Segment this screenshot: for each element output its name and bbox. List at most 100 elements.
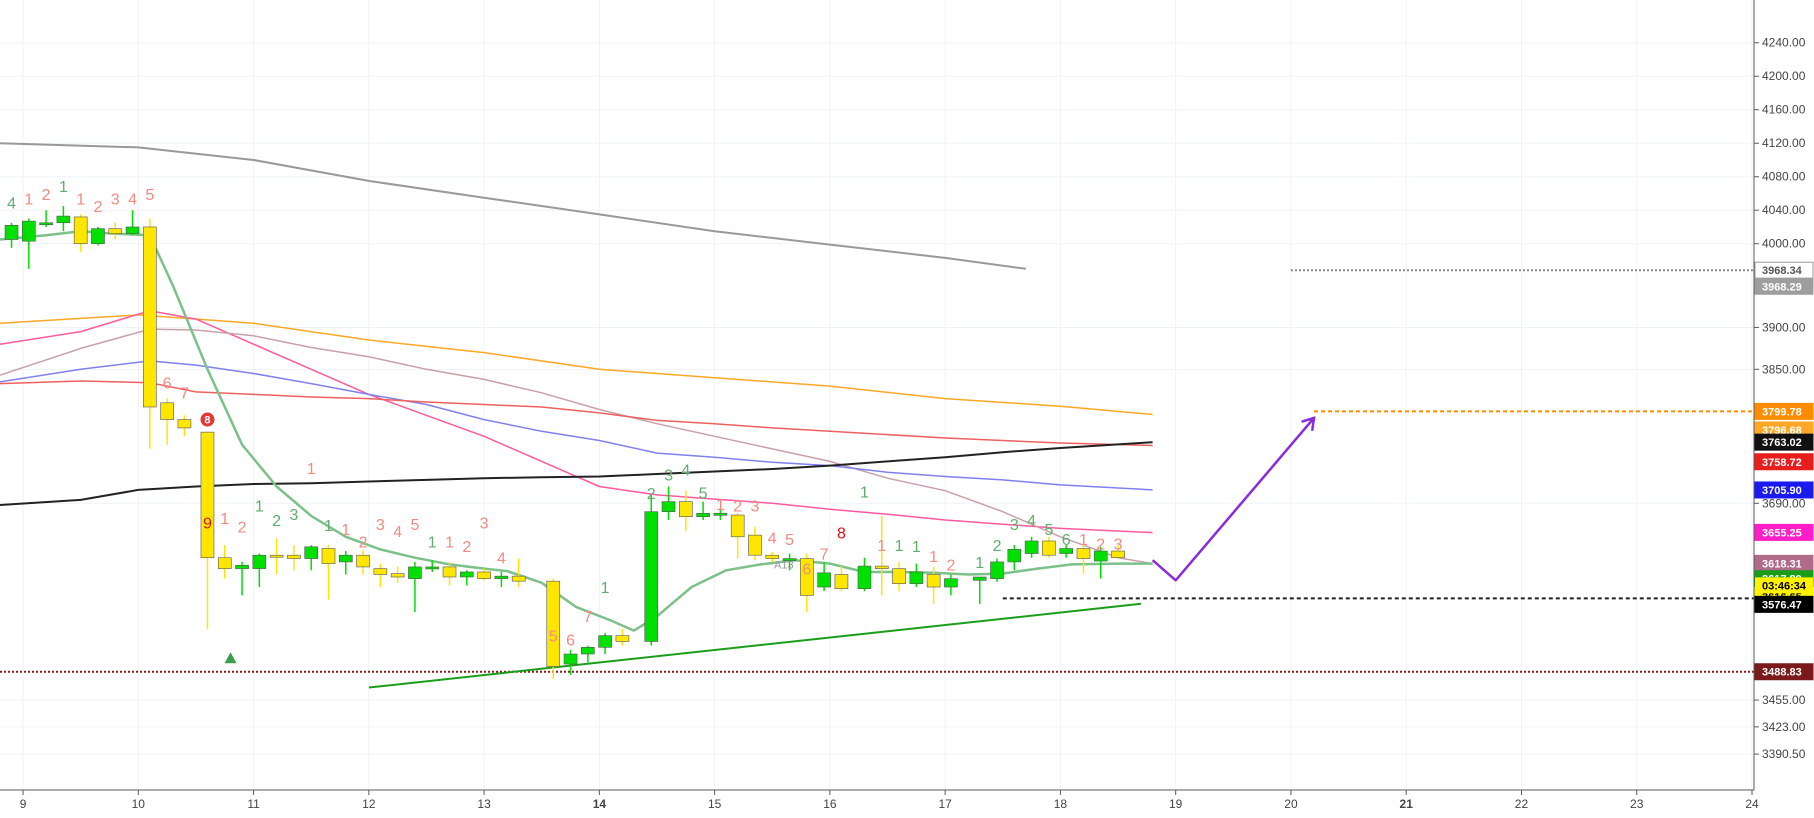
candle-body: [143, 226, 157, 408]
ma-line: [0, 142, 1026, 270]
price-tag-box: [1754, 595, 1814, 613]
sequence-count-label: 3: [664, 468, 673, 485]
sequence-count-label: 1: [1079, 532, 1088, 549]
sequence-count-label: 9: [203, 515, 212, 532]
time-tick-label: 11: [247, 797, 260, 811]
candle-body: [834, 574, 849, 590]
candle-body: [1042, 540, 1056, 556]
price-tag: 3488.83: [1754, 663, 1814, 681]
sequence-count-label: 2: [647, 486, 656, 503]
price-tag-box: [1754, 523, 1814, 541]
sequence-count-label: 1: [716, 497, 725, 514]
support-trendline[interactable]: [368, 602, 1142, 689]
candle-body: [160, 402, 174, 420]
candle-body: [321, 548, 336, 564]
time-axis[interactable]: 9 10 11 12 13 14 15 16 17 18 19 20 21 22 23 24: [0, 789, 1814, 818]
price-tag: 3705.90: [1754, 481, 1814, 499]
price-tag-label: 3763.02: [1762, 437, 1802, 449]
candle-body: [661, 501, 676, 512]
candle-body: [748, 534, 762, 556]
candle-body: [177, 419, 192, 429]
price-tick-label: 3390.50: [1762, 747, 1806, 761]
candle-body: [477, 571, 491, 579]
price-tick-label: 4240.00: [1762, 36, 1806, 50]
time-tick-label: 24: [1745, 797, 1759, 811]
sequence-count-label: 1: [220, 511, 229, 528]
sequence-count-label: 8: [837, 525, 846, 542]
sequence-count-label: 2: [238, 520, 247, 537]
candle-body: [108, 228, 123, 234]
candle-body: [4, 224, 19, 240]
price-tag-label: 3968.29: [1762, 281, 1802, 293]
sequence-count-label: 1: [341, 522, 350, 539]
candle-body: [408, 566, 422, 579]
candle-body: [615, 635, 630, 642]
sequence-count-label: 5: [785, 532, 794, 549]
candle-body: [304, 546, 319, 559]
sequence-count-label: 1: [929, 549, 938, 566]
price-tag: 3576.47: [1754, 595, 1814, 613]
sequence-count-label: 1: [975, 555, 984, 572]
price-tag-label: 3758.72: [1762, 457, 1802, 469]
projection-path[interactable]: [1151, 417, 1315, 582]
candle-body: [1007, 549, 1022, 563]
sequence-count-label: 4: [768, 530, 777, 547]
candle-body: [390, 573, 405, 578]
sequence-count-label: 1: [912, 539, 921, 556]
price-tick-label: 3423.00: [1762, 720, 1806, 734]
candle-body: [252, 554, 267, 569]
ma-line: [0, 314, 1153, 416]
time-tick-label: 10: [132, 797, 146, 811]
countdown-tag-label: 03:46:34: [1762, 580, 1807, 592]
sequence-count-label: 2: [42, 187, 51, 204]
ma-line: [0, 309, 1153, 534]
candle-body: [1111, 550, 1125, 559]
candle-body: [892, 568, 906, 584]
sequence-count-label: 4: [128, 191, 137, 208]
candle-body: [200, 431, 215, 559]
sequence-count-label: 4: [681, 463, 690, 480]
ma-line: [0, 380, 1153, 447]
price-tag-box: [1754, 433, 1814, 451]
price-tag-label: 3968.34: [1762, 265, 1803, 277]
time-tick-label: 18: [1054, 797, 1068, 811]
price-tick-label: 3690.00: [1762, 496, 1806, 510]
sequence-count-label: 1: [76, 191, 85, 208]
sequence-count-label: 2: [272, 513, 281, 530]
trendline[interactable]: [368, 602, 1142, 689]
price-tick-label: 4120.00: [1762, 136, 1806, 150]
grid: [0, 0, 1754, 790]
candle-body: [817, 572, 831, 588]
horizontal-levels: [0, 269, 1754, 673]
candle-body: [874, 565, 889, 569]
sequence-count-label: 2: [993, 538, 1002, 555]
candle-body: [546, 580, 561, 667]
time-tick-label: 13: [477, 797, 491, 811]
candle-body: [125, 226, 140, 234]
sequence-count-label: 6: [802, 561, 811, 578]
time-tick-label: 22: [1515, 797, 1529, 811]
ma-line: [0, 360, 1153, 491]
sequence-count-label: 3: [751, 499, 760, 516]
candle-body: [56, 215, 71, 224]
price-tick-label: 4200.00: [1762, 69, 1806, 83]
sequence-count-label: 2: [1096, 536, 1105, 553]
price-tag-label: 3488.83: [1762, 667, 1802, 679]
candle-body: [1059, 548, 1073, 554]
sequence-count-label: 3: [111, 191, 120, 208]
candle-body: [73, 216, 88, 245]
candle-body: [598, 635, 612, 648]
price-tag-label: 3799.78: [1762, 406, 1802, 418]
projection-arrow[interactable]: [1151, 416, 1316, 582]
countdown-tag-box: [1755, 577, 1813, 594]
sequence-count-label: 1: [324, 518, 333, 535]
time-tick-label: 19: [1169, 797, 1183, 811]
sequence-count-label: 5: [145, 187, 154, 204]
sequence-count-label: 5: [699, 485, 708, 502]
candlesticks: [4, 206, 1125, 680]
price-tag-box: [1754, 481, 1814, 499]
price-tag-box: [1754, 663, 1814, 681]
price-tag: 3758.72: [1754, 453, 1814, 471]
price-tick-label: 4080.00: [1762, 170, 1806, 184]
